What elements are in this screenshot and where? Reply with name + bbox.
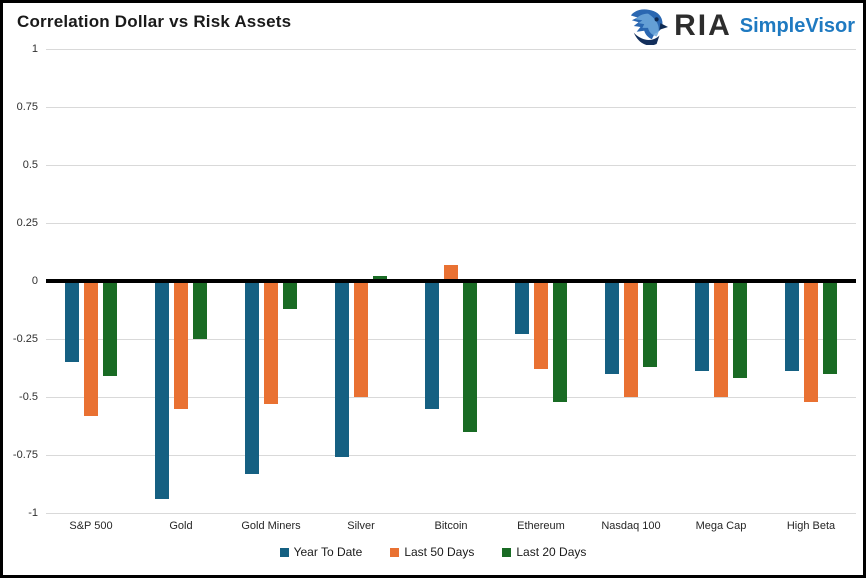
y-tick-label: 0.25 bbox=[16, 217, 38, 229]
bar-high-beta-last-50-days bbox=[804, 281, 818, 402]
gridline bbox=[46, 48, 856, 50]
bar-gold-last-50-days bbox=[174, 281, 188, 409]
y-tick-label: 0 bbox=[31, 275, 38, 287]
y-tick-label: -0.5 bbox=[19, 391, 38, 403]
y-tick-label: 0.5 bbox=[22, 159, 38, 171]
bar-silver-year-to-date bbox=[335, 281, 349, 458]
bar-gold-miners-year-to-date bbox=[245, 281, 259, 474]
legend-label: Last 20 Days bbox=[516, 545, 587, 559]
bar-bitcoin-last-20-days bbox=[463, 281, 477, 432]
gridline bbox=[46, 512, 856, 514]
bar-ethereum-last-50-days bbox=[534, 281, 548, 370]
bar-gold-miners-last-50-days bbox=[264, 281, 278, 404]
bar-silver-last-50-days bbox=[354, 281, 368, 397]
legend-swatch bbox=[502, 547, 512, 557]
eagle-icon bbox=[631, 9, 669, 45]
x-tick-label: Ethereum bbox=[517, 520, 565, 532]
bar-mega-cap-last-20-days bbox=[733, 281, 747, 379]
x-tick-label: Mega Cap bbox=[695, 520, 747, 532]
x-tick-label: S&P 500 bbox=[69, 520, 113, 532]
y-tick-label: -1 bbox=[28, 507, 38, 519]
x-tick-label: Nasdaq 100 bbox=[601, 520, 661, 532]
legend: Year To Date Last 50 Days Last 20 Days bbox=[3, 545, 863, 559]
bar-nasdaq-100-year-to-date bbox=[605, 281, 619, 374]
bar-s-p-500-last-20-days bbox=[103, 281, 117, 377]
bar-ethereum-last-20-days bbox=[553, 281, 567, 402]
bar-nasdaq-100-last-50-days bbox=[624, 281, 638, 397]
bar-high-beta-year-to-date bbox=[785, 281, 799, 372]
x-tick-label: Gold bbox=[169, 520, 193, 532]
bar-gold-year-to-date bbox=[155, 281, 169, 500]
gridline bbox=[46, 454, 856, 456]
legend-swatch bbox=[390, 547, 400, 557]
bar-nasdaq-100-last-20-days bbox=[643, 281, 657, 367]
bar-gold-miners-last-20-days bbox=[283, 281, 297, 309]
bar-s-p-500-year-to-date bbox=[65, 281, 79, 363]
bar-bitcoin-year-to-date bbox=[425, 281, 439, 409]
y-tick-label: -0.75 bbox=[12, 449, 38, 461]
bar-ethereum-year-to-date bbox=[515, 281, 529, 335]
gridline bbox=[46, 222, 856, 224]
x-tick-label: Silver bbox=[347, 520, 375, 532]
gridline bbox=[46, 396, 856, 398]
legend-swatch bbox=[279, 547, 289, 557]
x-tick-label: High Beta bbox=[786, 520, 836, 532]
gridline bbox=[46, 106, 856, 108]
y-tick-label: 1 bbox=[31, 43, 38, 55]
legend-item-year-to-date: Year To Date bbox=[279, 545, 363, 559]
bar-gold-last-20-days bbox=[193, 281, 207, 339]
brand-ria-text: RIA bbox=[674, 9, 732, 42]
bar-s-p-500-last-50-days bbox=[84, 281, 98, 416]
gridline bbox=[46, 338, 856, 340]
legend-item-last-20-days: Last 20 Days bbox=[502, 545, 586, 559]
bar-silver-last-20-days bbox=[373, 276, 387, 281]
bar-high-beta-last-20-days bbox=[823, 281, 837, 374]
brand-logo: RIA SimpleVisor bbox=[628, 5, 855, 47]
y-tick-label: -0.25 bbox=[12, 333, 38, 345]
legend-label: Last 50 Days bbox=[404, 545, 475, 559]
zero-axis-line bbox=[46, 279, 856, 283]
bar-bitcoin-last-50-days bbox=[444, 264, 458, 281]
x-tick-label: Bitcoin bbox=[434, 520, 468, 532]
bar-mega-cap-year-to-date bbox=[695, 281, 709, 372]
x-tick-label: Gold Miners bbox=[241, 520, 301, 532]
legend-item-last-50-days: Last 50 Days bbox=[390, 545, 474, 559]
chart-title: Correlation Dollar vs Risk Assets bbox=[17, 12, 292, 31]
legend-label: Year To Date bbox=[293, 545, 363, 559]
gridline bbox=[46, 164, 856, 166]
y-tick-label: 0.75 bbox=[16, 101, 38, 113]
brand-simplevisor-text: SimpleVisor bbox=[739, 15, 855, 37]
bar-mega-cap-last-50-days bbox=[714, 281, 728, 397]
plot-area: 1 0.75 0.5 0.25 0 -0.25 -0.5 -0.75 -1 S&P 500 Gold… bbox=[3, 3, 863, 575]
